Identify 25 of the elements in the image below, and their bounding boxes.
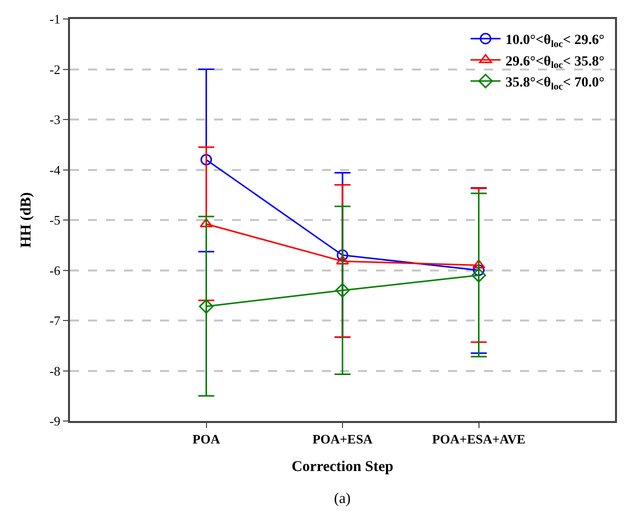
x-tick-label: POA+ESA — [312, 432, 374, 447]
point — [199, 299, 214, 314]
x-tick-label: POA+ESA+AVE — [432, 432, 526, 447]
y-tick-label: -5 — [50, 212, 60, 228]
y-tick-label: -8 — [50, 363, 60, 378]
point — [200, 218, 213, 228]
x-tick-label: POA — [192, 432, 221, 447]
y-tick-label: -6 — [50, 262, 61, 278]
y-tick-label: -9 — [50, 414, 60, 429]
point — [472, 268, 486, 283]
legend-label: 29.6°<θ$_{loc}$< 35.8° — [506, 54, 604, 72]
y-tick-label: -2 — [50, 62, 60, 77]
legend-label: 10.0°<θ$_{loc}$< 29.6° — [506, 33, 604, 50]
y-tick-label: -7 — [50, 313, 61, 328]
point — [472, 259, 486, 268]
y-tick-label: -3 — [50, 112, 60, 128]
legend-label: 35.8°<θ$_{loc}$< 70.0° — [506, 75, 604, 92]
y-tick-label: -4 — [50, 162, 61, 178]
x-axis-title: Correction Step — [292, 459, 394, 476]
point — [335, 283, 350, 298]
y-tick-label: -1 — [50, 12, 60, 27]
point — [200, 154, 212, 166]
y-axis-title: HH (dB) — [18, 192, 34, 248]
point — [336, 249, 348, 261]
text: (a) — [334, 491, 351, 507]
